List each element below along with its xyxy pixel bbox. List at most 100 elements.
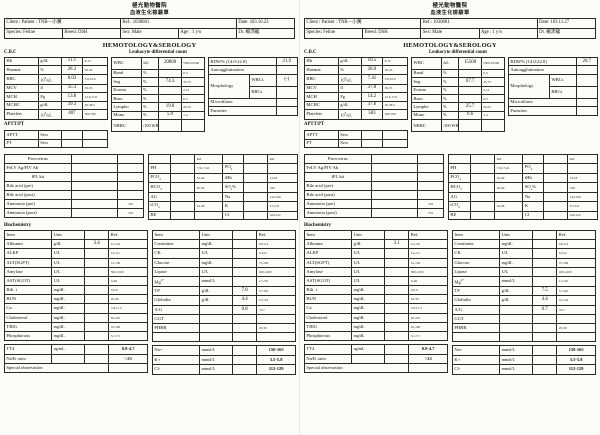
cbc-value[interactable]: 14.2 (360, 92, 384, 102)
biochem-value[interactable] (84, 285, 110, 296)
microfilaria-value[interactable] (575, 97, 599, 108)
bottom-value[interactable] (384, 353, 410, 365)
biochem-value[interactable] (84, 266, 110, 277)
parasites-value[interactable] (575, 106, 599, 116)
bottom-value[interactable] (84, 344, 110, 355)
biochem-value[interactable] (532, 322, 558, 334)
microfilaria-value[interactable] (275, 97, 299, 108)
cbc-value[interactable]: 13.8 (60, 92, 84, 102)
biochem-value[interactable] (84, 312, 110, 323)
bloodgas-value[interactable] (543, 163, 569, 174)
bloodgas-value[interactable] (543, 172, 569, 184)
cbc-value[interactable]: 407 (60, 108, 84, 121)
cbc-value[interactable]: 11.1 (60, 56, 84, 67)
biochem-value[interactable] (84, 257, 110, 268)
cbc-value[interactable]: 37.8 (360, 83, 384, 94)
autoagglutination-value[interactable] (575, 65, 599, 75)
bloodgas-value[interactable] (243, 163, 269, 174)
serology-value[interactable] (70, 208, 118, 219)
biochem-value[interactable]: 3.4 (84, 239, 110, 250)
biochem-value[interactable] (84, 303, 110, 314)
biochem-value[interactable] (532, 266, 558, 277)
bloodgas-value[interactable] (470, 172, 496, 184)
bloodgas-value[interactable] (170, 210, 196, 221)
serology-value[interactable] (70, 163, 118, 174)
diff-value[interactable]: 5.9 (158, 110, 182, 121)
serology-value[interactable] (70, 172, 118, 183)
biochem-value[interactable] (232, 332, 258, 343)
diff-value[interactable] (458, 93, 482, 104)
autoagglutination-value[interactable] (275, 65, 299, 75)
bottom-value[interactable] (384, 344, 410, 355)
biochem-value[interactable] (532, 257, 558, 268)
bottom-value[interactable] (84, 353, 110, 365)
biochem-value[interactable] (84, 294, 110, 305)
bloodgas-value[interactable] (170, 192, 196, 202)
apt-value[interactable] (360, 130, 384, 140)
diff-value[interactable]: 25.7 (458, 102, 482, 112)
biochem-value[interactable] (232, 257, 258, 268)
diff-value[interactable] (458, 68, 482, 79)
biochem-value[interactable] (384, 321, 410, 333)
biochem-value[interactable] (232, 239, 258, 250)
diff-value[interactable]: 15500 (458, 56, 482, 70)
biochem-value[interactable] (384, 285, 410, 296)
bloodgas-value[interactable] (243, 182, 269, 194)
electrolyte-value[interactable] (532, 354, 558, 366)
biochem-value[interactable]: 3.1 (384, 239, 410, 250)
biochem-value[interactable] (84, 331, 110, 342)
bloodgas-value[interactable] (543, 210, 569, 221)
cbc-value[interactable]: 8.03 (60, 73, 84, 85)
rdw-value[interactable]: 21.9 (275, 56, 299, 67)
diff-value[interactable] (158, 68, 182, 79)
diff-value[interactable]: 6.6 (458, 110, 482, 121)
biochem-value[interactable]: 7.5 (532, 286, 558, 297)
morphology-rbcs-value[interactable] (575, 85, 599, 99)
biochem-value[interactable] (384, 312, 410, 323)
bloodgas-value[interactable] (170, 182, 196, 194)
serology-value[interactable] (70, 190, 118, 201)
bloodgas-value[interactable] (543, 192, 569, 202)
serology-value[interactable] (70, 181, 118, 192)
electrolyte-value[interactable] (532, 364, 558, 375)
biochem-value[interactable] (384, 257, 410, 268)
bloodgas-value[interactable] (470, 163, 496, 174)
morphology-rbcs-value[interactable] (275, 85, 299, 99)
bloodgas-value[interactable] (543, 200, 569, 212)
biochem-value[interactable] (232, 266, 258, 277)
morphology-wbcs-value[interactable] (575, 73, 599, 87)
serology-value[interactable] (370, 208, 418, 219)
biochem-value[interactable] (84, 321, 110, 333)
bloodgas-value[interactable] (543, 182, 569, 194)
diff-value[interactable]: 67.7 (458, 77, 482, 87)
biochem-value[interactable] (232, 275, 258, 288)
biochem-value[interactable] (532, 248, 558, 259)
cbc-value[interactable]: 35.3 (60, 83, 84, 94)
cbc-value[interactable]: 28.3 (60, 65, 84, 75)
bloodgas-value[interactable] (170, 172, 196, 184)
electrolyte-value[interactable] (232, 354, 258, 366)
parasites-value[interactable] (275, 106, 299, 116)
cbc-value[interactable]: 37.6 (360, 100, 384, 110)
biochem-value[interactable]: 4.4 (532, 295, 558, 306)
diff-value[interactable] (158, 119, 182, 133)
bloodgas-value[interactable] (170, 163, 196, 174)
biochem-value[interactable] (384, 294, 410, 305)
serology-value[interactable] (70, 199, 118, 210)
biochem-value[interactable] (532, 332, 558, 343)
diff-value[interactable]: 20800 (158, 56, 182, 70)
apt-value[interactable] (60, 138, 84, 149)
serology-value[interactable] (370, 199, 418, 210)
diff-value[interactable] (158, 93, 182, 104)
rdw-value[interactable]: 20.7 (575, 56, 599, 67)
cbc-value[interactable]: 28.0 (360, 65, 384, 75)
biochem-value[interactable] (84, 275, 110, 287)
bloodgas-value[interactable] (243, 200, 269, 212)
bloodgas-value[interactable] (470, 210, 496, 221)
biochem-value[interactable] (84, 248, 110, 259)
serology-value[interactable] (70, 154, 118, 165)
biochem-value[interactable] (532, 313, 558, 325)
biochem-value[interactable] (532, 239, 558, 250)
biochem-value[interactable]: 4.4 (232, 295, 258, 306)
bloodgas-value[interactable] (243, 172, 269, 184)
